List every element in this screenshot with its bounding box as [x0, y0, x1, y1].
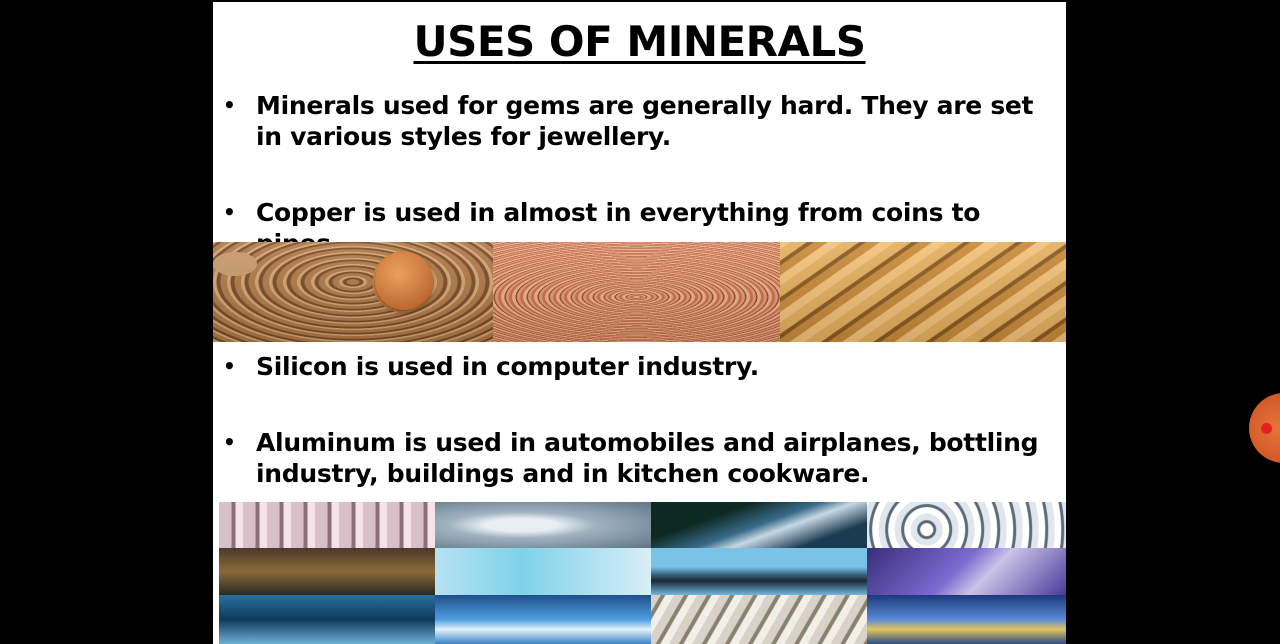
bullet-text: Silicon is used in computer industry. [256, 352, 759, 381]
bullet-marker: • [223, 430, 236, 454]
euro-cent-coin [375, 252, 433, 310]
aircraft-structure-photo [651, 595, 867, 644]
clock-gears-photo [867, 502, 1066, 548]
car-roof-photo [651, 502, 867, 548]
bicycle-frame-photo [435, 502, 651, 548]
radiator-grill-photo [867, 548, 1066, 595]
bullet-gems: • Minerals used for gems are generally h… [221, 90, 1041, 152]
car-side-photo [651, 548, 867, 595]
record-icon [1261, 423, 1272, 434]
copper-coil-photo [493, 242, 780, 342]
aluminum-collage [219, 502, 1066, 644]
bullet-aluminum: • Aluminum is used in automobiles and ai… [221, 427, 1041, 489]
bullet-marker: • [223, 93, 236, 117]
coins-photo [213, 242, 493, 342]
copper-pipes-photo [780, 242, 1066, 342]
slide-title: USES OF MINERALS [413, 17, 866, 66]
bullet-marker: • [223, 200, 236, 224]
factory-machinery-photo [219, 548, 435, 595]
car-frame-photo [435, 548, 651, 595]
bullet-silicon: • Silicon is used in computer industry. [221, 351, 1041, 382]
industrial-rollers-photo [219, 502, 435, 548]
boat-photo [435, 595, 651, 644]
bullet-marker: • [223, 354, 236, 378]
building-glass-roof-photo [219, 595, 435, 644]
electronics-board-photo [867, 595, 1066, 644]
bullet-text: Minerals used for gems are generally har… [256, 91, 1034, 151]
presentation-slide: USES OF MINERALS • Minerals used for gem… [213, 2, 1066, 644]
copper-image-strip [213, 242, 1066, 342]
record-button[interactable] [1249, 393, 1280, 463]
bullet-text: Aluminum is used in automobiles and airp… [256, 428, 1039, 488]
